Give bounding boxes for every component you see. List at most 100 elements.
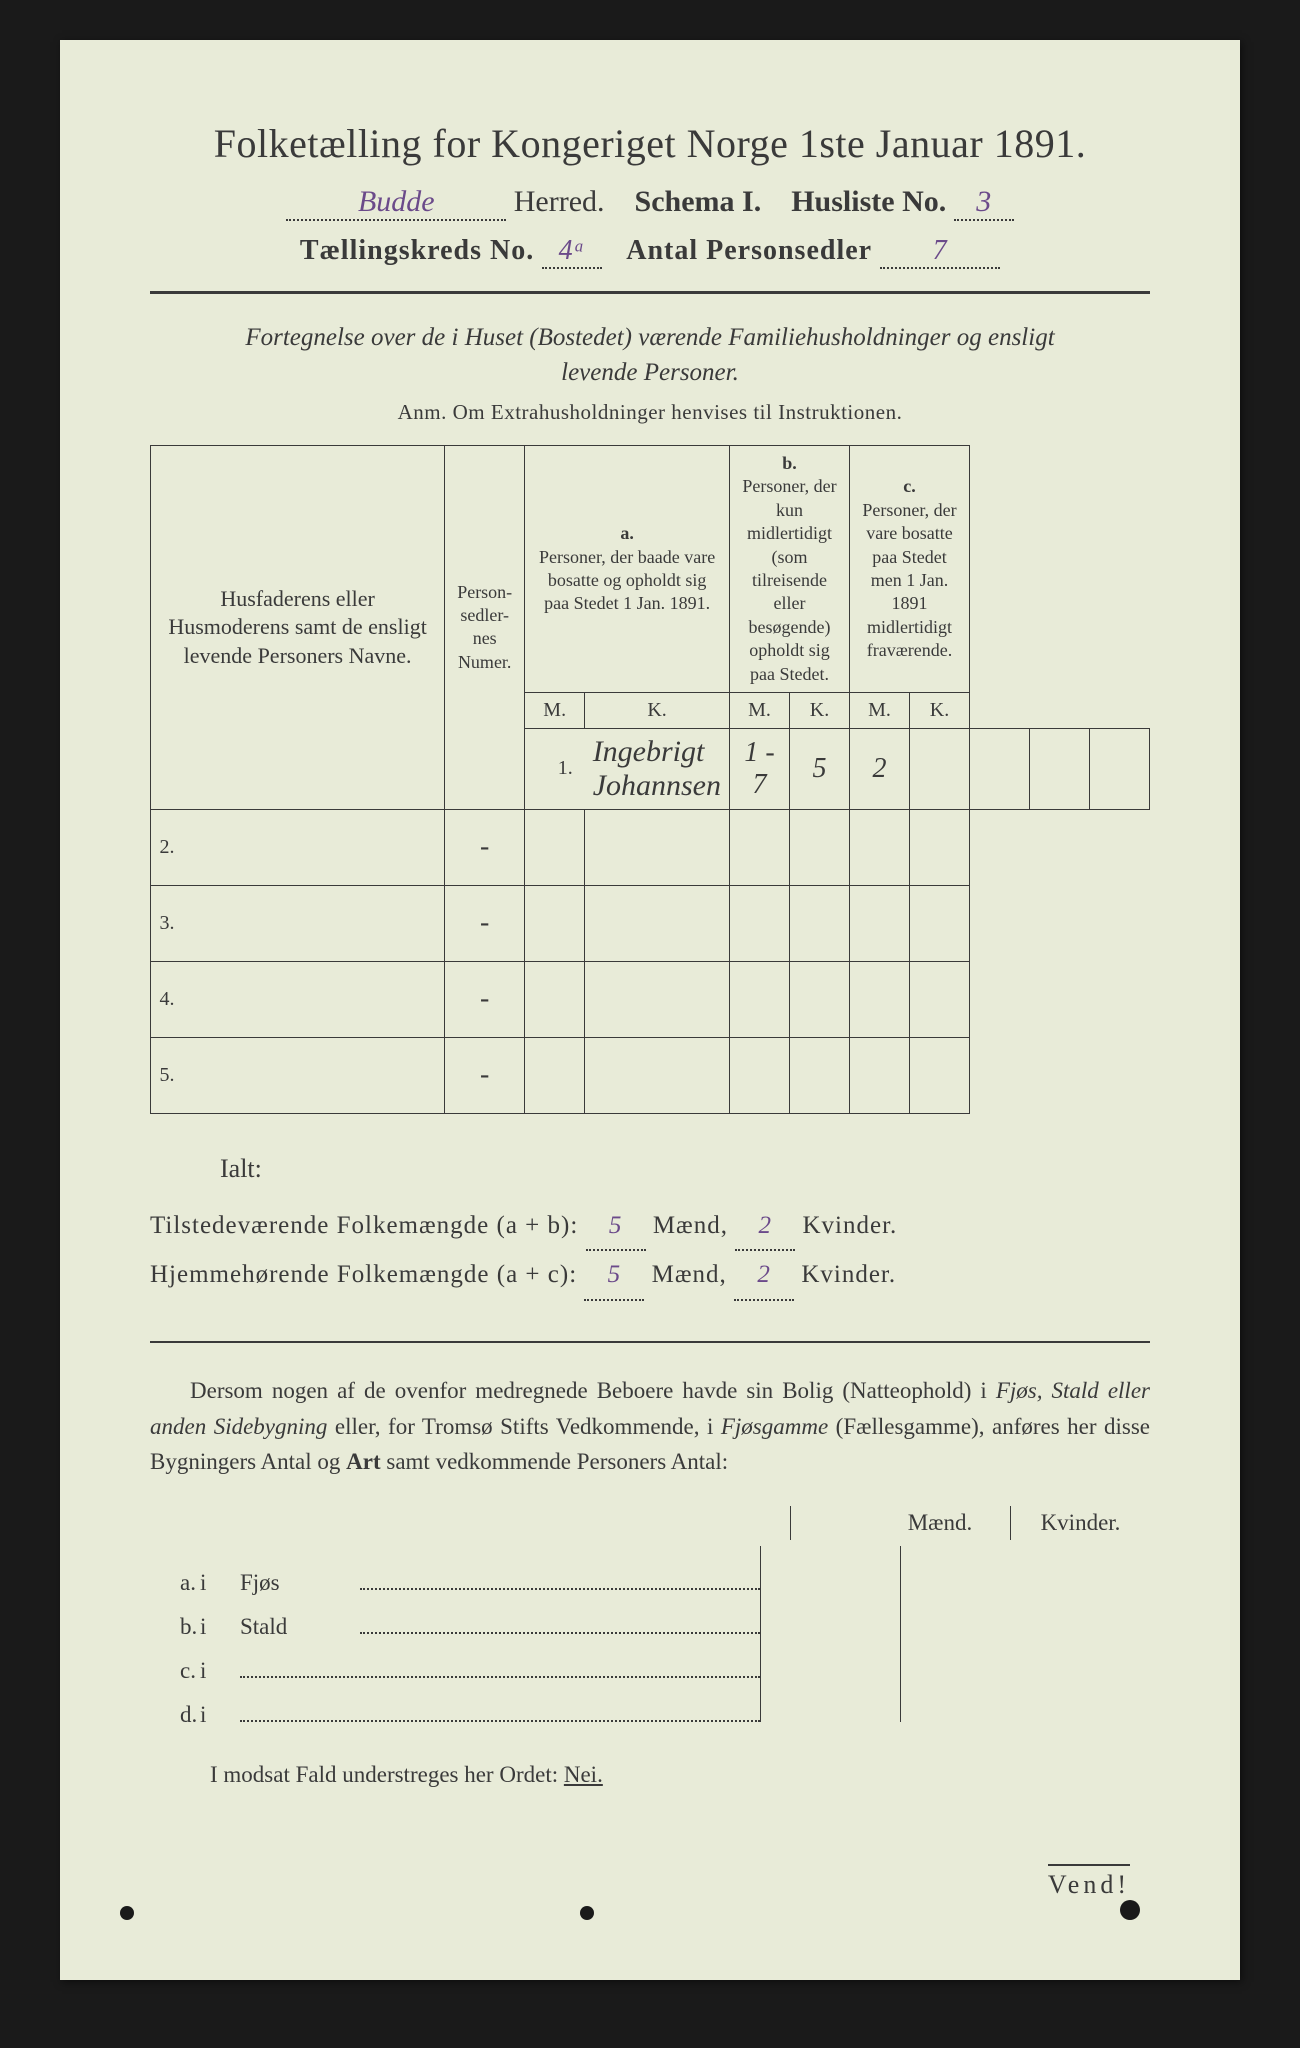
b-k: K. [790,692,850,728]
ialt-label: Ialt: [220,1154,1150,1184]
c-k: K. [910,692,970,728]
tilstede-k: 2 [735,1202,795,1252]
husliste-label: Husliste No. [791,185,946,218]
kvinder-label: Kvinder. [802,1212,897,1239]
form-subtitle: Fortegnelse over de i Huset (Bostedet) v… [150,320,1150,390]
hjemme-label: Hjemmehørende Folkemængde (a + c): [150,1251,577,1299]
row-num: 3. [151,885,187,961]
c-m-val [1030,728,1090,809]
instruction-paragraph: Dersom nogen af de ovenfor medregnede Be… [150,1373,1150,1480]
household-table: Husfaderens eller Husmoderens samt de en… [150,445,1150,1114]
inkblot-icon [120,1906,134,1920]
para-7: samt vedkommende Personers Antal: [381,1449,729,1474]
col-c-header: c. Personer, der vare bosatte paa Stedet… [850,446,970,693]
vline [900,1546,1040,1590]
tallingskreds-label: Tællingskreds No. [300,235,534,266]
row-num: 1. [525,728,585,809]
hjemme-k: 2 [734,1251,794,1301]
dots-fill [360,1574,760,1590]
antal-label: Antal Personsedler [626,235,872,266]
row-c-label: c. [150,1658,200,1684]
header-line-2: Budde Herred. Schema I. Husliste No. 3 [150,185,1150,221]
table-header-row-1: Husfaderens eller Husmoderens samt de en… [151,446,1150,693]
form-title: Folketælling for Kongeriget Norge 1ste J… [150,120,1150,167]
b-m-val [910,728,970,809]
para-3: eller, for Tromsø Stifts Vedkommende, i [327,1414,720,1439]
b-k-val [970,728,1030,809]
para-6: Art [346,1449,380,1474]
building-row-b: b. i Stald [150,1590,1150,1634]
header-line-3: Tællingskreds No. 4ᵃ Antal Personsedler … [150,235,1150,269]
schema-label: Schema I. [635,185,762,218]
row-num: 5. [151,1037,187,1113]
maend-label-2: Mænd, [652,1261,727,1288]
inkblot-icon [580,1906,594,1920]
tallingskreds-number: 4ᵃ [542,235,602,269]
row-a-i: i [200,1570,240,1596]
b-m: M. [730,692,790,728]
page-background: Folketælling for Kongeriget Norge 1ste J… [0,0,1300,2048]
dots-fill [360,1618,760,1634]
kvinder-col: Kvinder. [1010,1506,1150,1540]
antal-personsedler-value: 7 [880,235,1000,269]
row-b-category: Stald [240,1614,360,1640]
row-d-label: d. [150,1702,200,1728]
para-4: Fjøsgamme [721,1414,828,1439]
herred-name-handwritten: Budde [286,185,506,221]
anm-note: Anm. Om Extrahusholdninger henvises til … [150,400,1150,425]
a-m-val: 5 [790,728,850,809]
vline [900,1590,1040,1634]
col-name-text: Husfaderens eller Husmoderens samt de en… [168,586,426,668]
vend-label: Vend! [1048,1864,1130,1900]
building-row-a: a. i Fjøs [150,1546,1150,1590]
c-k-val [1090,728,1150,809]
hjemme-m: 5 [584,1251,644,1301]
person-name [187,961,445,1037]
table-row: 4. - [151,961,1150,1037]
herred-label: Herred. [514,185,605,218]
a-k-val: 2 [850,728,910,809]
person-name [187,809,445,885]
tilstede-label: Tilstedeværende Folkemængde (a + b): [150,1202,578,1250]
c-m: M. [850,692,910,728]
subtitle-line1: Fortegnelse over de i Huset (Bostedet) v… [245,324,1054,351]
row-a-label: a. [150,1570,200,1596]
dots-fill [240,1662,760,1678]
closing-line: I modsat Fald understreges her Ordet: Ne… [150,1762,1150,1788]
closing-pre: I modsat Fald understreges her Ordet: [210,1762,564,1787]
col-name-header: Husfaderens eller Husmoderens samt de en… [151,446,445,810]
col-b-header: b. Personer, der kun midlertidigt (som t… [730,446,850,693]
vline [760,1546,900,1590]
numer: - [445,1037,525,1113]
person-name [187,1037,445,1113]
dots-fill [240,1706,760,1722]
closing-nei: Nei. [564,1762,603,1787]
building-row-c: c. i [150,1634,1150,1678]
col-a-text: Personer, der baade vare bosatte og opho… [539,547,715,614]
row-c-i: i [200,1658,240,1684]
row-b-label: b. [150,1614,200,1640]
tilstede-m: 5 [586,1202,646,1252]
husliste-number: 3 [954,185,1014,221]
a-m: M. [525,692,585,728]
vline [760,1634,900,1678]
vline [900,1678,1040,1722]
row-a-category: Fjøs [240,1570,360,1596]
row-b-i: i [200,1614,240,1640]
row-num: 4. [151,961,187,1037]
maend-label: Mænd, [653,1212,728,1239]
para-1: Dersom nogen af de ovenfor medregnede Be… [190,1378,996,1403]
col-c-text: Personer, der vare bosatte paa Stedet me… [862,500,956,660]
row-d-i: i [200,1702,240,1728]
col-numer-header: Person-sedler-nes Numer. [445,446,525,810]
vline [900,1634,1040,1678]
table-row: 5. - [151,1037,1150,1113]
numer: 1 - 7 [730,728,790,809]
kvinder-label-2: Kvinder. [801,1261,896,1288]
person-name [187,885,445,961]
a-k: K. [585,692,730,728]
totals-block: Tilstedeværende Folkemængde (a + b): 5 M… [150,1202,1150,1301]
maend-col: Mænd. [870,1506,1010,1540]
vline [760,1678,900,1722]
col-c-label: c. [903,476,916,496]
